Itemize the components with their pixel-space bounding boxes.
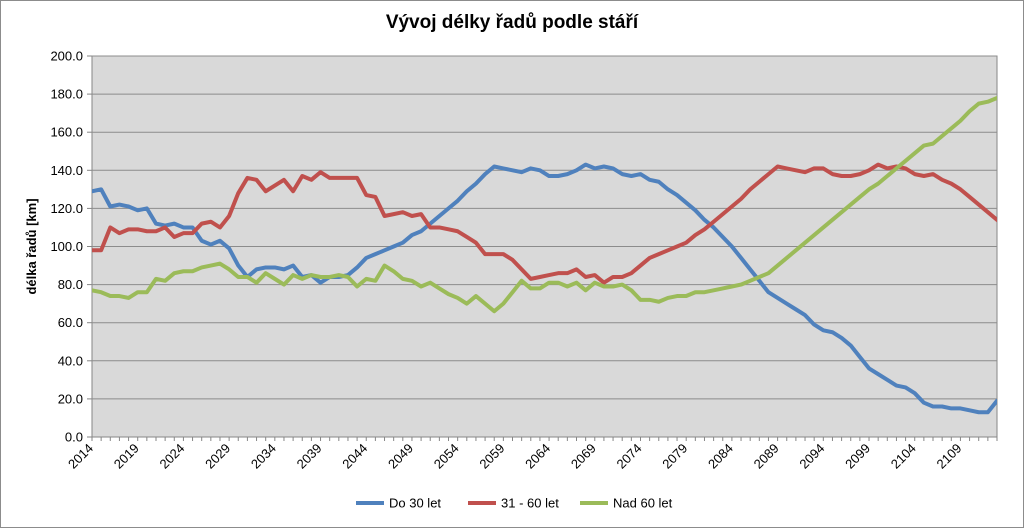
y-axis-label: délka řadů [km] (24, 198, 39, 294)
y-tick-label: 0.0 (65, 430, 83, 445)
x-tick-label: 2094 (796, 441, 827, 472)
legend-label: Nad 60 let (613, 496, 673, 511)
legend-label: Do 30 let (389, 496, 441, 511)
series-line (92, 95, 997, 314)
x-tick-label: 2099 (842, 441, 873, 472)
x-tick-label: 2029 (202, 441, 233, 472)
y-tick-label: 60.0 (58, 315, 83, 330)
x-tick-label: 2059 (476, 441, 507, 472)
x-tick-label: 2039 (294, 441, 325, 472)
x-tick-label: 2079 (659, 441, 690, 472)
x-tick-label: 2034 (248, 441, 279, 472)
legend-label: 31 - 60 let (501, 496, 559, 511)
x-tick-label: 2049 (385, 441, 416, 472)
chart-title: Vývoj délky řadů podle stáří (385, 12, 639, 33)
x-tick-label: 2064 (522, 441, 553, 472)
x-tick-label: 2089 (751, 441, 782, 472)
x-tick-label: 2084 (705, 441, 736, 472)
x-tick-label: 2014 (65, 441, 96, 472)
series-lines (92, 95, 997, 415)
x-tick-label: 2074 (614, 441, 645, 472)
x-axis-ticks: 2014 2019 2024 2029 2034 2039 2044 2049 2054 2059… (65, 437, 998, 472)
x-tick-label: 2109 (933, 441, 964, 472)
x-tick-label: 2024 (156, 441, 187, 472)
y-tick-label: 20.0 (58, 391, 83, 406)
y-tick-label: 80.0 (58, 277, 83, 292)
y-tick-label: 140.0 (50, 163, 83, 178)
series-line (92, 162, 997, 415)
x-tick-label: 2044 (339, 441, 370, 472)
y-tick-label: 120.0 (50, 201, 83, 216)
y-tick-label: 180.0 (50, 87, 83, 102)
x-tick-label: 2054 (431, 441, 462, 472)
y-tick-label: 200.0 (50, 49, 83, 64)
legend: Do 30 let 31 - 60 let Nad 60 let (356, 496, 673, 511)
y-tick-label: 160.0 (50, 125, 83, 140)
y-tick-label: 40.0 (58, 353, 83, 368)
x-tick-label: 2104 (888, 441, 919, 472)
x-tick-label: 2019 (111, 441, 142, 472)
y-axis-ticks: 0.0 20.0 40.0 60.0 80.0 100.0 120.0 140.0 160.0 1… (50, 49, 92, 445)
x-tick-label: 2069 (568, 441, 599, 472)
y-tick-label: 100.0 (50, 239, 83, 254)
series-line (92, 162, 997, 285)
